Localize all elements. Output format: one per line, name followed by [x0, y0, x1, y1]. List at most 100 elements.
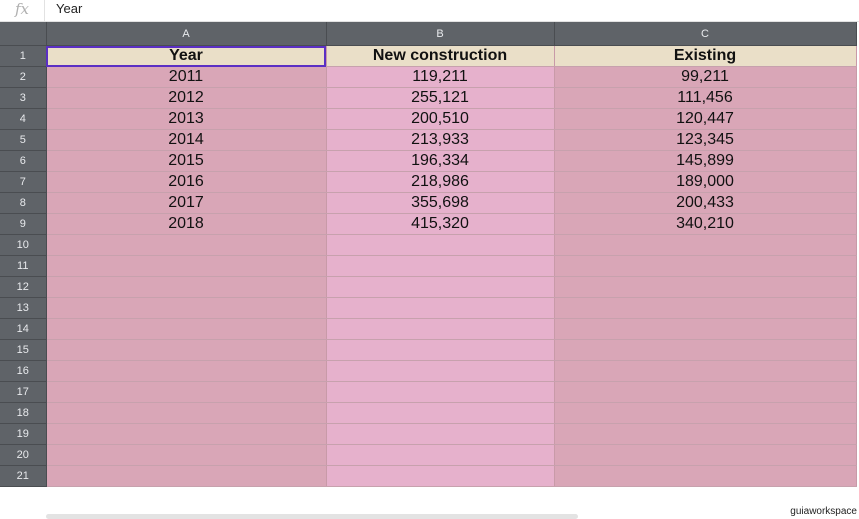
data-cell[interactable]: 119,211: [326, 66, 555, 88]
table-row: 12: [0, 276, 857, 298]
empty-cell[interactable]: [554, 255, 857, 277]
empty-cell[interactable]: [326, 297, 555, 319]
table-row: 17: [0, 381, 857, 403]
table-row: 18: [0, 402, 857, 424]
row-header[interactable]: 20: [0, 444, 47, 466]
data-cell[interactable]: 189,000: [554, 171, 857, 193]
row-header[interactable]: 7: [0, 171, 47, 193]
table-row: 14: [0, 318, 857, 340]
empty-cell[interactable]: [46, 465, 327, 487]
formula-input[interactable]: Year: [56, 1, 83, 16]
empty-cell[interactable]: [46, 318, 327, 340]
row-header[interactable]: 8: [0, 192, 47, 214]
table-row: 20: [0, 444, 857, 466]
empty-cell[interactable]: [326, 276, 555, 298]
table-row: 16: [0, 360, 857, 382]
row-header[interactable]: 3: [0, 87, 47, 109]
sheet-table: A B C 1 Year New construction Existing 2 2011…: [0, 22, 857, 487]
data-cell[interactable]: 2014: [46, 129, 327, 151]
data-cell[interactable]: 2016: [46, 171, 327, 193]
data-cell[interactable]: 196,334: [326, 150, 555, 172]
row-header[interactable]: 9: [0, 213, 47, 235]
empty-cell[interactable]: [46, 339, 327, 361]
row-header[interactable]: 11: [0, 255, 47, 277]
data-cell[interactable]: 2013: [46, 108, 327, 130]
row-header[interactable]: 12: [0, 276, 47, 298]
row-header[interactable]: 1: [0, 45, 47, 67]
empty-cell[interactable]: [326, 318, 555, 340]
empty-cell[interactable]: [326, 423, 555, 445]
data-cell[interactable]: 111,456: [554, 87, 857, 109]
header-cell[interactable]: New construction: [326, 45, 555, 67]
empty-cell[interactable]: [554, 234, 857, 256]
empty-cell[interactable]: [554, 381, 857, 403]
header-cell[interactable]: Existing: [554, 45, 857, 67]
data-cell[interactable]: 2011: [46, 66, 327, 88]
empty-cell[interactable]: [46, 381, 327, 403]
empty-cell[interactable]: [326, 465, 555, 487]
data-cell[interactable]: 145,899: [554, 150, 857, 172]
data-cell[interactable]: 120,447: [554, 108, 857, 130]
row-header[interactable]: 13: [0, 297, 47, 319]
row-header[interactable]: 19: [0, 423, 47, 445]
empty-cell[interactable]: [326, 381, 555, 403]
empty-cell[interactable]: [326, 402, 555, 424]
empty-cell[interactable]: [46, 402, 327, 424]
data-cell[interactable]: 255,121: [326, 87, 555, 109]
empty-cell[interactable]: [46, 423, 327, 445]
empty-cell[interactable]: [46, 360, 327, 382]
data-cell[interactable]: 355,698: [326, 192, 555, 214]
empty-cell[interactable]: [554, 360, 857, 382]
data-cell[interactable]: 340,210: [554, 213, 857, 235]
data-cell[interactable]: 99,211: [554, 66, 857, 88]
row-header[interactable]: 17: [0, 381, 47, 403]
horizontal-scrollbar[interactable]: [46, 514, 578, 519]
data-cell[interactable]: 2018: [46, 213, 327, 235]
empty-cell[interactable]: [554, 339, 857, 361]
data-cell[interactable]: 415,320: [326, 213, 555, 235]
data-cell[interactable]: 218,986: [326, 171, 555, 193]
select-all-corner[interactable]: [0, 22, 47, 46]
empty-cell[interactable]: [46, 276, 327, 298]
row-header[interactable]: 5: [0, 129, 47, 151]
row-header[interactable]: 18: [0, 402, 47, 424]
empty-cell[interactable]: [46, 255, 327, 277]
column-header-a[interactable]: A: [46, 22, 327, 46]
empty-cell[interactable]: [326, 339, 555, 361]
row-header[interactable]: 10: [0, 234, 47, 256]
empty-cell[interactable]: [326, 255, 555, 277]
data-cell[interactable]: 213,933: [326, 129, 555, 151]
empty-cell[interactable]: [46, 444, 327, 466]
row-header[interactable]: 14: [0, 318, 47, 340]
table-row: 3 2012 255,121 111,456: [0, 87, 857, 109]
empty-cell[interactable]: [554, 444, 857, 466]
empty-cell[interactable]: [326, 234, 555, 256]
data-cell[interactable]: 200,433: [554, 192, 857, 214]
empty-cell[interactable]: [46, 234, 327, 256]
row-header[interactable]: 21: [0, 465, 47, 487]
row-header[interactable]: 2: [0, 66, 47, 88]
empty-cell[interactable]: [46, 297, 327, 319]
empty-cell[interactable]: [554, 276, 857, 298]
empty-cell[interactable]: [554, 465, 857, 487]
empty-cell[interactable]: [326, 444, 555, 466]
row-header[interactable]: 4: [0, 108, 47, 130]
empty-cell[interactable]: [554, 423, 857, 445]
data-cell[interactable]: 2017: [46, 192, 327, 214]
header-cell[interactable]: Year: [46, 45, 327, 67]
table-row: 4 2013 200,510 120,447: [0, 108, 857, 130]
empty-cell[interactable]: [326, 360, 555, 382]
empty-cell[interactable]: [554, 297, 857, 319]
row-header[interactable]: 15: [0, 339, 47, 361]
data-cell[interactable]: 123,345: [554, 129, 857, 151]
empty-cell[interactable]: [554, 318, 857, 340]
data-cell[interactable]: 2012: [46, 87, 327, 109]
column-header-b[interactable]: B: [326, 22, 555, 46]
table-row: 21: [0, 465, 857, 487]
column-header-c[interactable]: C: [554, 22, 857, 46]
row-header[interactable]: 6: [0, 150, 47, 172]
empty-cell[interactable]: [554, 402, 857, 424]
row-header[interactable]: 16: [0, 360, 47, 382]
data-cell[interactable]: 2015: [46, 150, 327, 172]
data-cell[interactable]: 200,510: [326, 108, 555, 130]
